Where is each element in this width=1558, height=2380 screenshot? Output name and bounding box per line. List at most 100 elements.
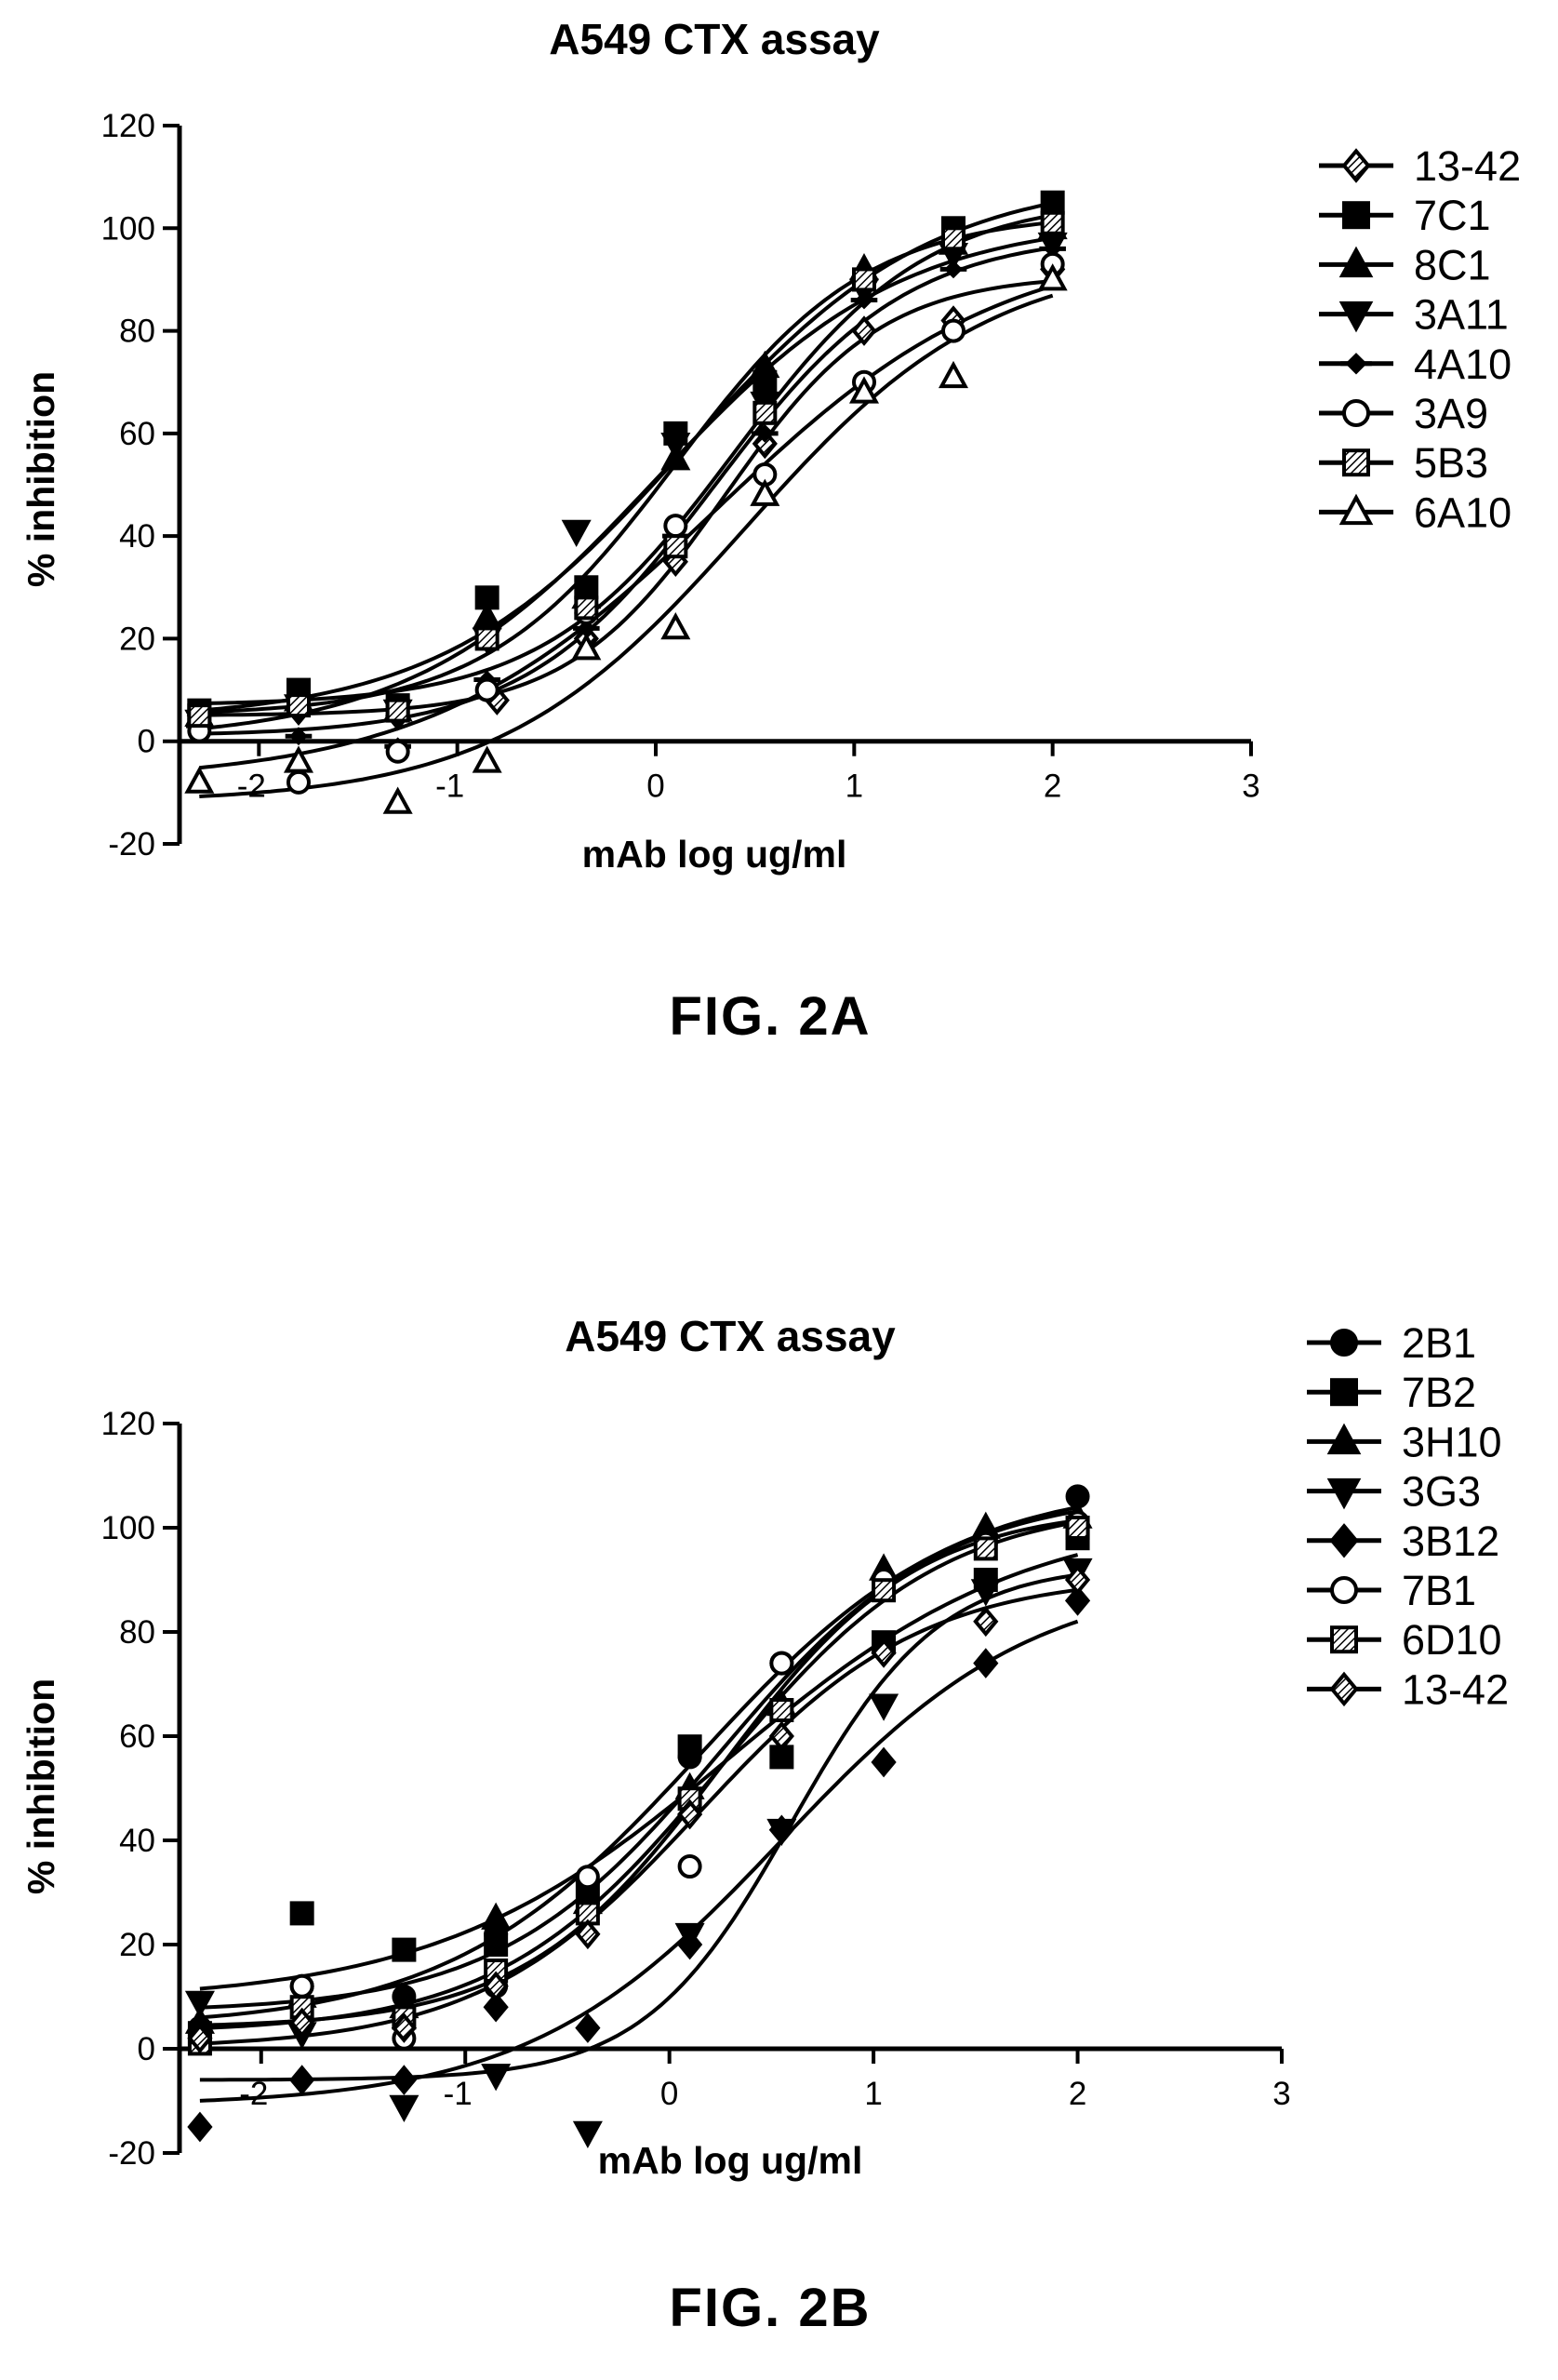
data-point-4A10 — [850, 290, 878, 310]
fit-curve-7B1 — [199, 1518, 1078, 2027]
data-point-3B12 — [391, 2065, 417, 2095]
legend-marker — [1326, 1477, 1362, 1510]
legend-label: 3A11 — [1414, 291, 1509, 339]
data-point-6A10 — [1037, 263, 1068, 291]
legend-label: 4A10 — [1414, 341, 1511, 388]
data-point-5B3 — [187, 703, 212, 729]
x-tick-label: 1 — [846, 769, 863, 805]
data-point-13-42 — [871, 1638, 897, 1668]
fit-curve-3G3 — [199, 1572, 1078, 2082]
data-point-3B12 — [768, 1814, 794, 1846]
legend-marker — [1329, 1671, 1359, 1707]
chart-panel-a: A549 CTX assay -20 0 20 40 60 80 100 120 -2 -1 0 1 2… — [20, 15, 1521, 1047]
fit-curve-5B3 — [199, 213, 1054, 706]
y-tick-label: 100 — [101, 210, 155, 247]
x-tick-label: 2 — [1069, 2076, 1086, 2112]
legend-marker — [1330, 1329, 1358, 1357]
data-point-3B12 — [575, 2012, 601, 2043]
x-tick-label: 3 — [1272, 2076, 1290, 2112]
x-axis-label: mAb log ug/ml — [582, 833, 847, 876]
fit-curve-13-42 — [199, 1587, 1078, 2046]
data-point-6A10 — [938, 360, 969, 389]
legend-marker — [1338, 246, 1374, 278]
data-point-7B1 — [575, 1865, 600, 1890]
data-point-7B1 — [677, 1854, 702, 1879]
data-point-13-42 — [391, 2012, 417, 2043]
y-tick-label: 80 — [119, 1614, 155, 1651]
x-tick-label: -1 — [435, 769, 464, 805]
data-point-8C1 — [750, 350, 780, 379]
fit-curves — [199, 201, 1054, 798]
x-axis-label: mAb log ug/ml — [598, 2139, 863, 2182]
legend-label: 7B2 — [1402, 1369, 1476, 1416]
legend-label: 6A10 — [1414, 488, 1511, 536]
data-point-5B3 — [286, 693, 311, 718]
legend-marker — [1338, 301, 1374, 333]
legend-marker — [1326, 1423, 1362, 1455]
legend-label: 8C1 — [1414, 241, 1491, 288]
data-point-4A10 — [285, 727, 313, 746]
fit-curve-3H10 — [199, 1509, 1078, 2010]
axes: -20 0 20 40 60 80 100 120 -2 -1 0 1 2 3 — [101, 108, 1260, 862]
data-point-3B12 — [973, 1648, 999, 1678]
data-point-3A9 — [941, 318, 965, 343]
x-tick-label: -2 — [237, 769, 266, 805]
y-tick-label: -20 — [108, 2135, 155, 2172]
data-point-7B1 — [289, 1973, 314, 1999]
data-point-5B3 — [663, 534, 688, 559]
data-point-6A10 — [571, 633, 602, 661]
legend-label: 3B12 — [1402, 1518, 1499, 1565]
data-point-6A10 — [750, 478, 780, 506]
fit-curve-3A11 — [199, 235, 1054, 731]
data-points — [184, 1484, 1093, 2148]
fit-curve-13-42 — [199, 279, 1053, 717]
data-point-7B1 — [769, 1651, 794, 1676]
data-point-13-42 — [575, 1919, 601, 1950]
data-point-7B2 — [392, 1937, 417, 1962]
x-tick-label: 1 — [864, 2076, 882, 2112]
legend-marker — [1340, 353, 1372, 375]
data-point-13-42 — [483, 1971, 509, 2002]
legend-label: 2B1 — [1402, 1319, 1476, 1367]
figure-caption: FIG. 2B — [669, 2278, 871, 2338]
legend-label: 3A9 — [1414, 390, 1488, 437]
y-tick-label: 100 — [101, 1510, 155, 1546]
data-point-6D10 — [973, 1536, 998, 1561]
figure-caption: FIG. 2A — [669, 986, 871, 1047]
data-point-3A11 — [660, 432, 691, 461]
data-point-6A10 — [660, 612, 691, 640]
fit-curve-7C1 — [199, 201, 1054, 713]
x-tick-label: 0 — [660, 2076, 678, 2112]
data-point-3B12 — [289, 2065, 315, 2095]
fit-curve-8C1 — [199, 221, 1053, 715]
y-tick-label: 60 — [119, 416, 155, 452]
y-tick-label: 80 — [119, 314, 155, 350]
fit-curve-3A9 — [199, 284, 1054, 770]
legend-marker — [1330, 1625, 1358, 1654]
data-point-3B12 — [483, 1991, 509, 2023]
data-point-7B2 — [484, 1932, 509, 1957]
x-tick-label: -1 — [444, 2076, 473, 2112]
legend-marker — [1342, 201, 1370, 230]
data-point-7B2 — [289, 1901, 314, 1926]
y-tick-label: 0 — [138, 724, 155, 760]
data-point-13-42 — [677, 1798, 703, 1830]
y-tick-label: -20 — [108, 826, 155, 862]
x-tick-label: 0 — [646, 769, 664, 805]
data-point-3A9 — [385, 739, 410, 764]
fit-curve-4A10 — [199, 246, 1053, 736]
legend-label: 6D10 — [1402, 1616, 1502, 1664]
data-point-13-42 — [851, 315, 877, 346]
data-point-7B2 — [677, 1734, 702, 1759]
data-point-6D10 — [1065, 1516, 1090, 1540]
y-axis-label: % inhibition — [20, 371, 62, 587]
y-tick-label: 40 — [119, 518, 155, 555]
y-axis-label: % inhibition — [20, 1678, 62, 1894]
chart-panel-b: A549 CTX assay -20 0 20 40 60 80 100 120 -2 -1 0 1 2… — [20, 1312, 1509, 2338]
legend-marker — [1330, 1378, 1358, 1407]
data-point-3G3 — [869, 1693, 899, 1721]
data-point-3A9 — [286, 769, 311, 795]
fit-curves — [199, 1505, 1079, 2103]
